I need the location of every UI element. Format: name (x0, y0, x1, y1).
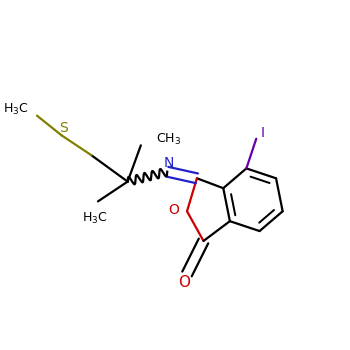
Text: O: O (178, 275, 190, 290)
Text: I: I (260, 126, 264, 140)
Text: H$_3$C: H$_3$C (3, 102, 29, 117)
Text: CH$_3$: CH$_3$ (156, 132, 181, 147)
Text: S: S (59, 121, 68, 135)
Text: N: N (164, 156, 174, 170)
Text: O: O (168, 203, 179, 217)
Text: H$_3$C: H$_3$C (82, 211, 107, 226)
